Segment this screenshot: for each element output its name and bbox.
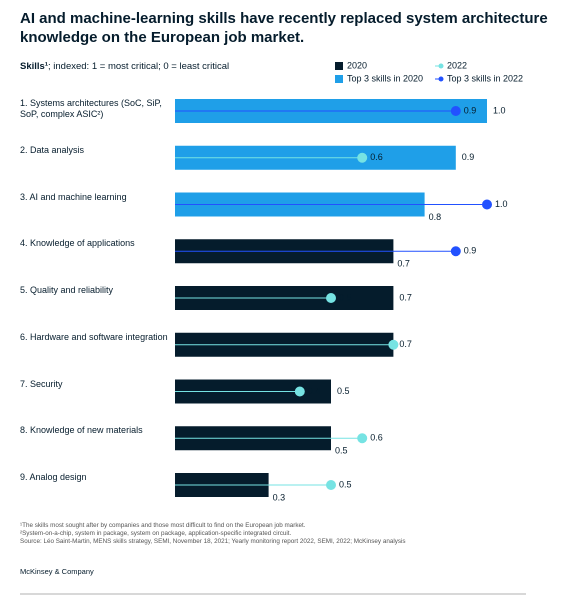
dot <box>388 339 399 350</box>
value-label: 0.7 <box>399 292 412 302</box>
value-label: 1.0 <box>495 199 508 209</box>
value-label: 0.9 <box>464 105 477 115</box>
legend-label: 2020 <box>347 60 367 70</box>
category-label: 8. Knowledge of new materials <box>20 425 143 436</box>
value-label: 0.7 <box>399 339 412 349</box>
legend-dot <box>438 63 444 69</box>
subtitle-bold: Skills¹ <box>20 61 48 72</box>
value-label: 0.8 <box>429 212 442 222</box>
value-label: 0.7 <box>397 259 410 269</box>
value-label: 0.6 <box>370 433 383 443</box>
dot <box>326 480 336 490</box>
value-label: 0.5 <box>339 479 352 489</box>
legend-swatch <box>335 75 343 83</box>
value-label: 0.3 <box>273 492 286 502</box>
category-label: 3. AI and machine learning <box>20 191 127 202</box>
dot <box>482 199 492 210</box>
dot <box>357 152 368 163</box>
dot <box>326 293 336 303</box>
footnote: ¹The skills most sought after by compani… <box>20 522 306 529</box>
legend-label: Top 3 skills in 2020 <box>347 73 423 83</box>
dot <box>450 106 461 116</box>
legend-label: Top 3 skills in 2022 <box>447 73 523 83</box>
value-label: 0.9 <box>462 152 475 162</box>
value-label: 0.9 <box>464 246 477 256</box>
value-label: 1.0 <box>493 105 506 115</box>
brand: McKinsey & Company <box>20 567 94 576</box>
legend-swatch <box>335 62 343 70</box>
chart-title: AI and machine-learning skills have rece… <box>20 10 548 46</box>
category-label: 9. Analog design <box>20 472 87 482</box>
category-label: 7. Security <box>20 378 63 389</box>
subtitle: ; indexed: 1 = most critical; 0 = least … <box>48 61 230 72</box>
legend-dot <box>438 76 444 82</box>
dot <box>450 246 461 257</box>
subtitle-block: Skills¹; indexed: 1 = most critical; 0 =… <box>20 61 229 72</box>
category-label: 2. Data analysis <box>20 144 85 155</box>
value-label: 0.5 <box>335 446 348 456</box>
footnote: ²System-on-a-chip, system in package, sy… <box>20 530 292 537</box>
dot <box>294 386 305 397</box>
value-label: 0.5 <box>339 292 352 302</box>
legend-label: 2022 <box>447 60 467 70</box>
value-label: 0.5 <box>337 386 350 396</box>
category-label: 4. Knowledge of applications <box>20 238 135 249</box>
category-label: 5. Quality and reliability <box>20 285 114 295</box>
category-label: 1. Systems architectures (SoC, SiP, SoP,… <box>20 98 162 119</box>
dot <box>357 433 368 444</box>
footnote: Source: Léo Saint-Martin, MENS skills st… <box>20 538 406 545</box>
category-label: 6. Hardware and software integration <box>20 331 168 342</box>
value-label: 0.6 <box>370 152 383 162</box>
value-label: 0.4 <box>308 386 321 396</box>
